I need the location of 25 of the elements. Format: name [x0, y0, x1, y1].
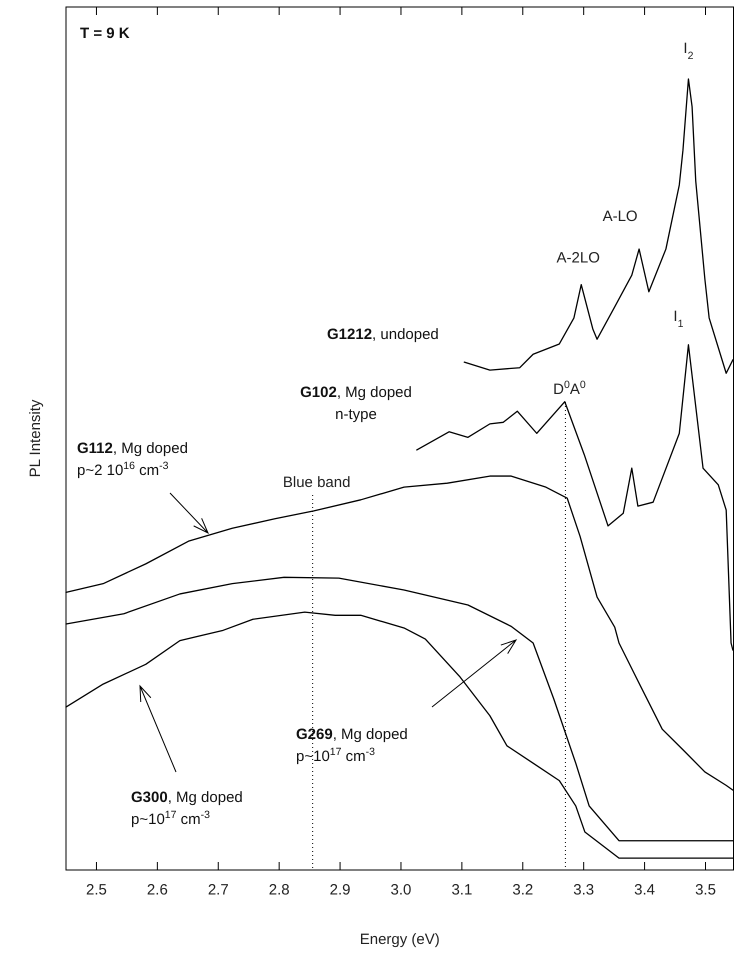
annotation: G269, Mg doped p~10$^{17}$ cm$^{-3}$: [296, 726, 408, 765]
ref-line-label: D$^{0}$A$^{0}$: [553, 379, 586, 398]
x-tick-label: 2.8: [268, 882, 290, 899]
x-tick-label: 3.3: [573, 882, 594, 899]
x-tick-label: 2.6: [146, 882, 168, 899]
annotation: G300, Mg doped p~10$^{17}$ cm$^{-3}$: [131, 789, 243, 828]
x-tick-label: 3.1: [451, 882, 472, 899]
annotation: A-LO: [602, 208, 638, 226]
annotation: I$_{2}$: [683, 40, 694, 62]
annotation: A-2LO: [556, 250, 600, 267]
x-tick-label: 3.0: [390, 882, 412, 899]
x-tick-label: 3.4: [634, 882, 656, 899]
y-axis-title: PL Intensity: [27, 399, 44, 478]
annotation: G112, Mg doped p~2 10$^{16}$ cm$^{-3}$: [77, 440, 188, 479]
annotation: I$_{1}$: [673, 308, 684, 330]
x-tick-label: 2.5: [86, 882, 107, 899]
x-tick-label: 3.5: [695, 882, 716, 899]
annotation: G102, Mg doped n-type: [300, 384, 412, 423]
annotation: G1212, undoped: [327, 326, 439, 343]
ref-line-label: Blue band: [282, 474, 350, 491]
text: T = 9 K: [80, 25, 130, 42]
x-axis-title: Energy (eV): [360, 931, 440, 948]
x-tick-label: 2.9: [330, 882, 350, 899]
x-tick-label: 3.2: [512, 882, 534, 899]
x-tick-label: 2.7: [208, 882, 229, 899]
